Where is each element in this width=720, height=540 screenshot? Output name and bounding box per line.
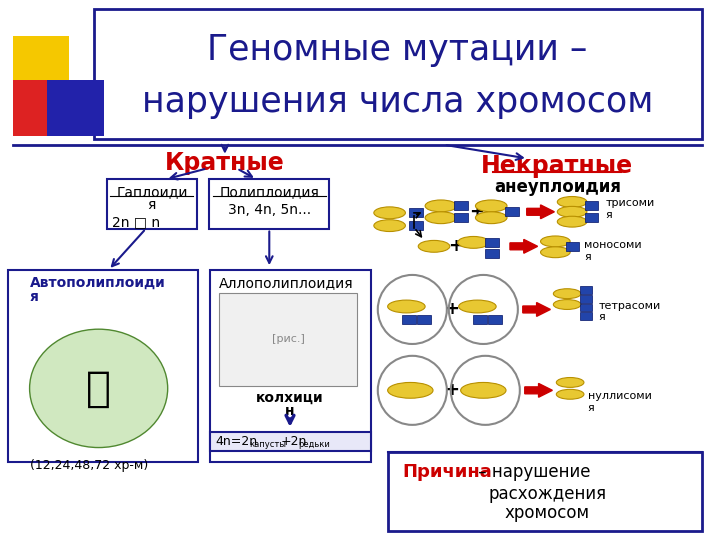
Bar bbox=[505, 207, 519, 216]
Polygon shape bbox=[523, 302, 550, 316]
Bar bbox=[410, 208, 423, 217]
Text: +2n: +2n bbox=[280, 435, 307, 448]
Text: Причина: Причина bbox=[402, 463, 492, 481]
Text: капусты: капусты bbox=[250, 440, 287, 449]
Text: 3n, 4n, 5n...: 3n, 4n, 5n... bbox=[228, 203, 311, 217]
Ellipse shape bbox=[459, 300, 496, 313]
Ellipse shape bbox=[557, 216, 587, 227]
Text: Геномные мутации –: Геномные мутации – bbox=[207, 33, 588, 67]
Bar bbox=[209, 179, 330, 228]
Text: Аллополиплоидия: Аллополиплоидия bbox=[219, 276, 354, 290]
Text: нуллисоми
я: нуллисоми я bbox=[588, 392, 652, 413]
Text: расхождения: расхождения bbox=[488, 485, 606, 503]
Ellipse shape bbox=[541, 236, 570, 247]
Text: редьки: редьки bbox=[298, 440, 330, 449]
Text: +: + bbox=[444, 300, 459, 319]
Bar bbox=[210, 432, 371, 451]
Bar bbox=[585, 201, 598, 210]
Text: Кратные: Кратные bbox=[165, 151, 285, 176]
Text: нарушения числа хромосом: нарушения числа хромосом bbox=[142, 85, 653, 119]
Ellipse shape bbox=[425, 200, 456, 212]
Bar bbox=[8, 270, 198, 462]
Text: колхици: колхици bbox=[256, 392, 324, 405]
Ellipse shape bbox=[541, 247, 570, 258]
Text: тетрасоми
я: тетрасоми я bbox=[599, 301, 661, 322]
Text: я: я bbox=[148, 198, 156, 212]
Ellipse shape bbox=[557, 197, 587, 207]
Text: Некратные: Некратные bbox=[481, 154, 634, 178]
Text: 4n=2n: 4n=2n bbox=[215, 435, 257, 448]
Text: – нарушение: – нарушение bbox=[474, 463, 591, 481]
Bar bbox=[585, 213, 598, 222]
Text: (12,24,48,72 хр-м): (12,24,48,72 хр-м) bbox=[30, 459, 148, 472]
Ellipse shape bbox=[557, 206, 587, 217]
Bar bbox=[210, 270, 371, 462]
Polygon shape bbox=[525, 383, 552, 397]
Text: +: + bbox=[469, 203, 484, 221]
Ellipse shape bbox=[461, 382, 506, 398]
Bar bbox=[485, 249, 499, 258]
Bar bbox=[488, 315, 502, 324]
Bar bbox=[387, 453, 702, 531]
Bar bbox=[580, 286, 593, 294]
Bar bbox=[219, 293, 357, 387]
Bar bbox=[580, 313, 593, 320]
Text: [рис.]: [рис.] bbox=[271, 334, 305, 344]
Ellipse shape bbox=[557, 389, 584, 399]
Bar bbox=[454, 201, 467, 210]
Bar bbox=[94, 9, 702, 139]
Ellipse shape bbox=[458, 237, 490, 248]
Ellipse shape bbox=[475, 200, 507, 212]
Ellipse shape bbox=[374, 220, 405, 232]
Text: трисоми
я: трисоми я bbox=[606, 198, 655, 220]
Bar bbox=[580, 295, 593, 302]
Bar bbox=[474, 315, 487, 324]
Bar bbox=[13, 79, 69, 136]
Bar bbox=[418, 315, 431, 324]
Ellipse shape bbox=[425, 212, 456, 224]
Text: +: + bbox=[444, 381, 459, 400]
Text: 2n □ n: 2n □ n bbox=[112, 215, 160, 230]
Text: моносоми
я: моносоми я bbox=[584, 240, 642, 262]
Ellipse shape bbox=[557, 377, 584, 387]
Ellipse shape bbox=[554, 289, 581, 299]
Ellipse shape bbox=[387, 382, 433, 398]
Ellipse shape bbox=[418, 240, 450, 252]
Text: хромосом: хромосом bbox=[505, 504, 590, 522]
Text: н: н bbox=[285, 404, 294, 418]
Bar bbox=[454, 213, 467, 222]
Ellipse shape bbox=[30, 329, 168, 448]
Bar bbox=[48, 79, 104, 136]
Text: +: + bbox=[449, 237, 463, 255]
Text: Полиплоидия: Полиплоидия bbox=[220, 185, 319, 199]
Text: 🌿: 🌿 bbox=[86, 367, 111, 409]
Bar bbox=[485, 238, 499, 247]
Ellipse shape bbox=[554, 300, 581, 309]
Ellipse shape bbox=[475, 212, 507, 224]
Text: я: я bbox=[30, 289, 38, 303]
Bar bbox=[107, 179, 197, 228]
Bar bbox=[566, 242, 578, 251]
Polygon shape bbox=[510, 239, 538, 253]
Text: Гаплоиди: Гаплоиди bbox=[116, 185, 188, 199]
Text: анеуплоидия: анеуплоидия bbox=[494, 178, 621, 196]
Bar bbox=[410, 221, 423, 230]
Bar bbox=[580, 303, 593, 312]
Bar bbox=[13, 36, 69, 92]
Polygon shape bbox=[527, 205, 554, 219]
Text: Автополиплоиди: Автополиплоиди bbox=[30, 276, 166, 290]
Ellipse shape bbox=[374, 207, 405, 219]
Ellipse shape bbox=[387, 300, 425, 313]
Bar bbox=[402, 315, 416, 324]
